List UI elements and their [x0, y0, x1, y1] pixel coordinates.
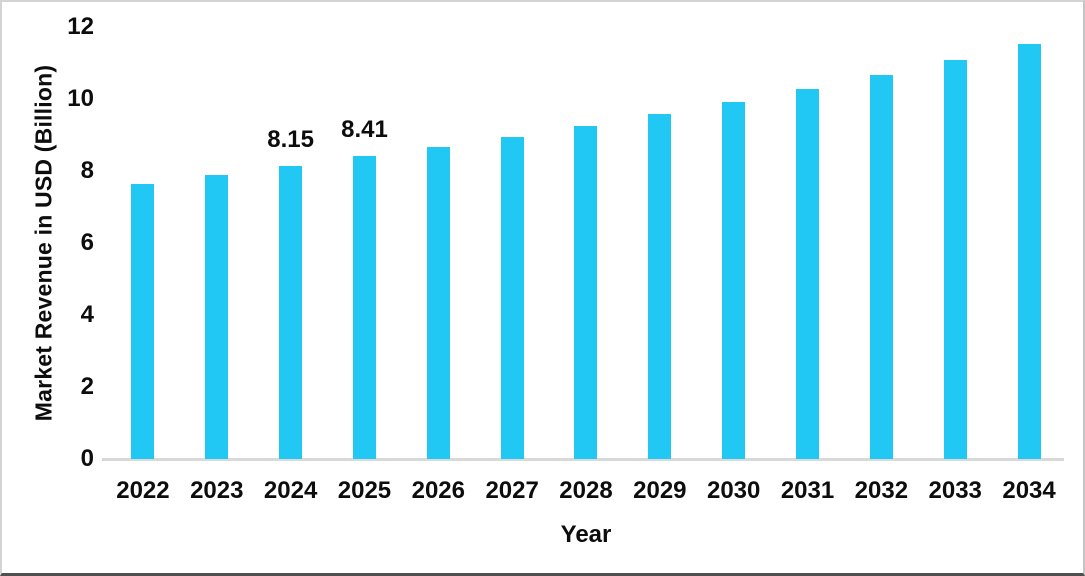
x-tick-label: 2024: [263, 477, 318, 504]
bar-2025: [352, 156, 376, 459]
bar-slot: [106, 27, 180, 459]
bar-slot: [549, 27, 623, 459]
x-tick-label: 2026: [411, 477, 465, 504]
bar-2027: [500, 136, 524, 459]
x-tick-label: 2029: [633, 477, 687, 504]
bar-2029: [648, 114, 672, 459]
bar-2022: [131, 183, 155, 459]
bar-2031: [796, 89, 820, 459]
x-axis-line: [102, 458, 1064, 461]
x-tick-label: 2025: [337, 477, 392, 504]
y-tick-label: 0: [80, 445, 94, 472]
bar-value-label: 8.41: [341, 116, 388, 144]
y-tick-label: 6: [80, 229, 94, 256]
x-tick-label: 2031: [780, 477, 835, 504]
bar-slot: [623, 27, 697, 459]
bar-slot: [844, 27, 918, 459]
x-tick-label: 2022: [116, 477, 170, 504]
y-tick-label: 4: [80, 301, 94, 328]
bar-2024: [279, 165, 303, 459]
bar-slot: [697, 27, 771, 459]
bar-2032: [869, 74, 893, 459]
x-tick-label: 2028: [559, 477, 613, 504]
bar-2034: [1017, 43, 1041, 459]
y-tick-label: 8: [80, 157, 94, 184]
x-tick-label: 2034: [1002, 477, 1056, 504]
bar-slot: 8.41: [328, 27, 402, 459]
y-axis-ticks: 0 2 4 6 8 10 12: [2, 13, 94, 472]
plot-area: 8.15 8.41: [106, 27, 1066, 459]
bar-slot: 8.15: [254, 27, 328, 459]
y-tick-label: 2: [80, 373, 94, 400]
x-tick-label: 2032: [854, 477, 909, 504]
x-axis-title: Year: [560, 521, 612, 548]
x-tick-label: 2023: [190, 477, 244, 504]
bar-slot: [771, 27, 845, 459]
bar-2028: [574, 126, 598, 459]
x-tick-label: 2033: [928, 477, 982, 504]
bar-slot: [918, 27, 992, 459]
x-tick-label: 2027: [485, 477, 539, 504]
bar-slot: [475, 27, 549, 459]
x-tick-label: 2030: [706, 477, 761, 504]
bar-slot: [992, 27, 1066, 459]
bar-slot: [401, 27, 475, 459]
bar-2023: [205, 174, 229, 459]
x-axis-labels: 2022 2023 2024 2025 2026 2027 2028 2029 2030 2031…: [106, 474, 1066, 508]
y-tick-label: 12: [67, 13, 94, 40]
bar-value-label: 8.15: [267, 125, 314, 153]
bar-2033: [943, 60, 967, 459]
bar-2026: [426, 146, 450, 459]
bar-slot: [180, 27, 254, 459]
bar-2030: [722, 101, 746, 459]
y-tick-label: 10: [67, 85, 94, 112]
